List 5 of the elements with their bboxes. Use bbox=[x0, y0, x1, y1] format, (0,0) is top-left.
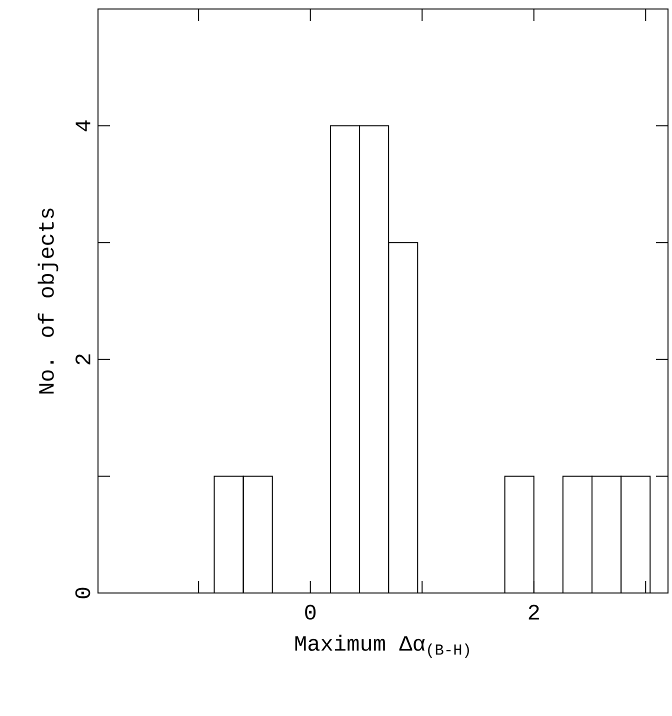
y-tick-label: 4 bbox=[76, 120, 90, 132]
y-tick-label: 2 bbox=[76, 354, 90, 364]
x-axis-title: Maximum Δα$_{(B-H)}$ bbox=[295, 634, 469, 658]
y-axis-title: No. of objects bbox=[38, 208, 58, 394]
y-tick-label: 0 bbox=[75, 588, 90, 598]
